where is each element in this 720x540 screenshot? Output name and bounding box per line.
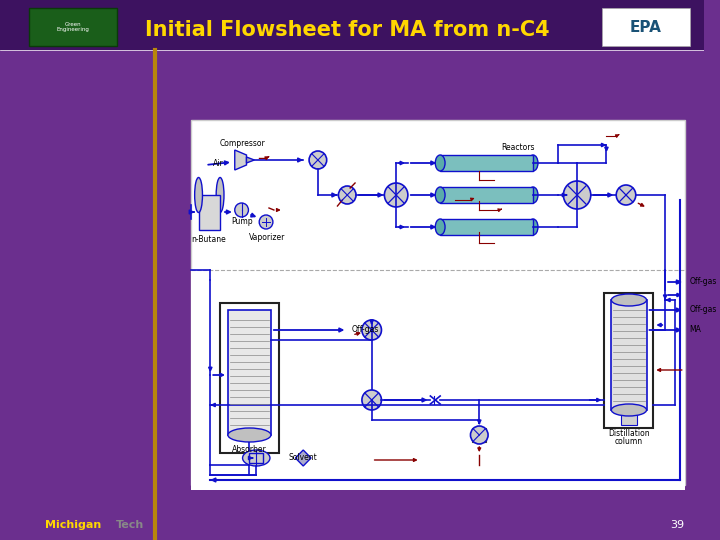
Text: Absorber: Absorber	[232, 446, 267, 455]
Ellipse shape	[611, 294, 647, 306]
Ellipse shape	[528, 219, 538, 235]
Text: EPA: EPA	[629, 19, 662, 35]
Bar	[605, 293, 653, 428]
Text: MA: MA	[690, 326, 701, 334]
Bar	[0, 0, 704, 50]
Bar	[440, 219, 533, 235]
Ellipse shape	[611, 404, 647, 416]
Text: Distillation: Distillation	[608, 429, 649, 437]
Bar	[30, 8, 117, 46]
Text: Pump: Pump	[231, 218, 253, 226]
Circle shape	[616, 185, 636, 205]
Polygon shape	[295, 450, 311, 466]
Text: Air: Air	[213, 159, 224, 167]
Ellipse shape	[436, 187, 445, 203]
Bar	[611, 300, 647, 410]
Circle shape	[384, 183, 408, 207]
Ellipse shape	[243, 450, 270, 466]
Ellipse shape	[436, 155, 445, 171]
Text: Tech: Tech	[115, 520, 144, 530]
Polygon shape	[249, 453, 263, 463]
Circle shape	[338, 186, 356, 204]
Circle shape	[259, 215, 273, 229]
Polygon shape	[235, 150, 246, 170]
Text: Off-gas: Off-gas	[690, 306, 717, 314]
Ellipse shape	[528, 155, 538, 171]
Bar	[191, 270, 685, 490]
Ellipse shape	[528, 187, 538, 203]
Ellipse shape	[436, 219, 445, 235]
Circle shape	[563, 181, 591, 209]
Text: Solvent: Solvent	[289, 454, 318, 462]
Bar	[220, 303, 279, 453]
Text: Reactors: Reactors	[502, 143, 535, 152]
Circle shape	[309, 151, 327, 169]
Ellipse shape	[194, 178, 202, 213]
Text: Vaporizer: Vaporizer	[249, 233, 285, 242]
Text: Green
Engineering: Green Engineering	[57, 22, 90, 32]
Ellipse shape	[216, 178, 224, 213]
Text: 39: 39	[670, 520, 685, 530]
Text: Off-gas: Off-gas	[690, 278, 717, 287]
Text: n-Butane: n-Butane	[191, 235, 225, 245]
Text: Off-gas: Off-gas	[352, 326, 379, 334]
Bar	[621, 413, 636, 425]
Circle shape	[470, 426, 488, 444]
Bar	[440, 155, 533, 171]
Polygon shape	[246, 157, 254, 163]
Text: Michigan: Michigan	[45, 520, 102, 530]
Bar	[601, 8, 690, 46]
Circle shape	[362, 320, 382, 340]
Circle shape	[235, 203, 248, 217]
Text: column: column	[615, 437, 643, 447]
Bar	[191, 120, 685, 485]
Bar	[199, 195, 220, 230]
Text: Initial Flowsheet for MA from n-C4: Initial Flowsheet for MA from n-C4	[145, 20, 549, 40]
Ellipse shape	[228, 428, 271, 442]
Bar	[472, 428, 486, 442]
Bar	[228, 310, 271, 435]
Text: Compressor: Compressor	[220, 138, 266, 147]
Bar	[440, 187, 533, 203]
Circle shape	[362, 390, 382, 410]
